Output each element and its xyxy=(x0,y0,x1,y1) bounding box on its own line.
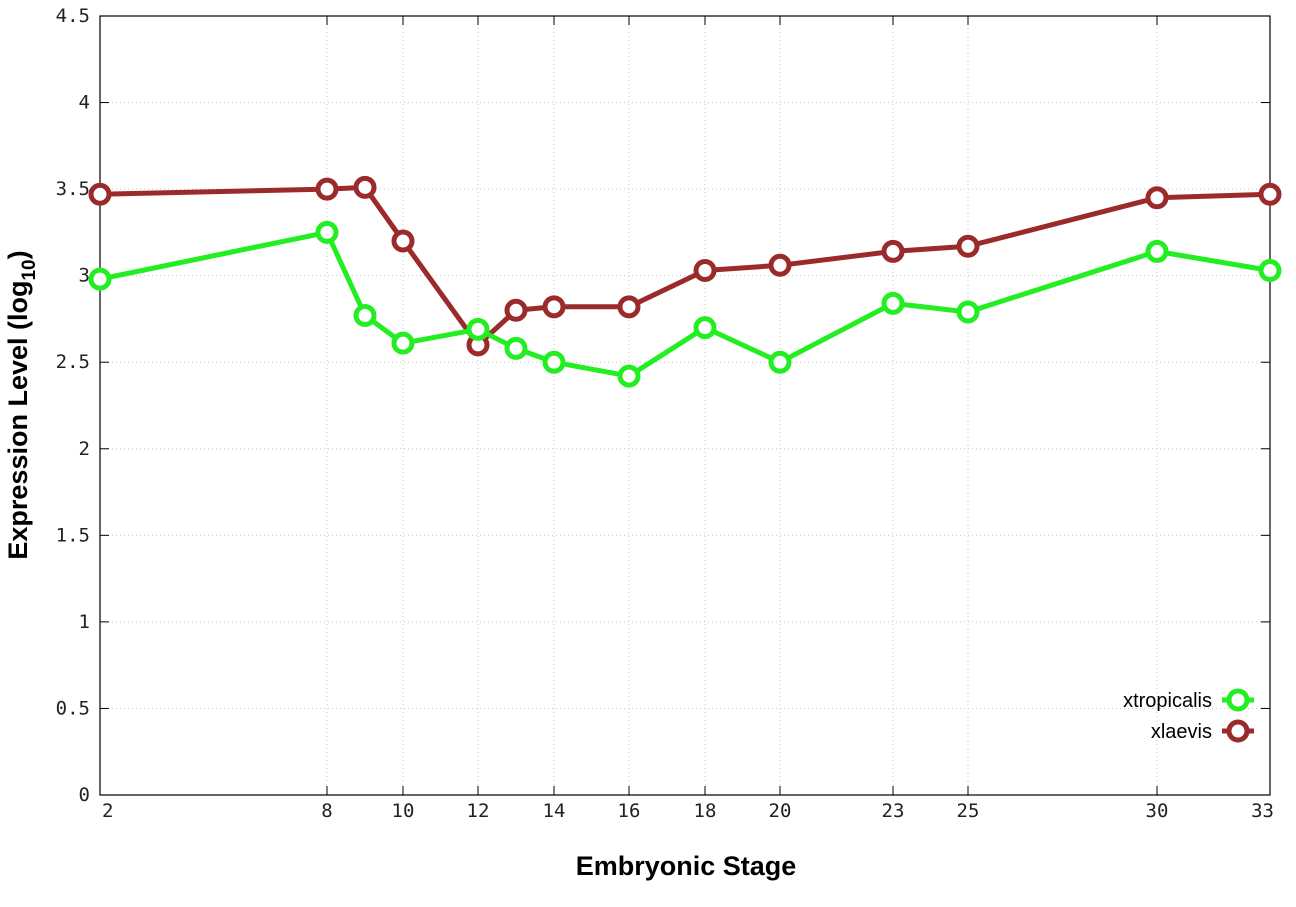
data-point-xtropicalis xyxy=(1145,239,1169,263)
data-point-xtropicalis xyxy=(391,331,415,355)
y-axis-title: Expression Level (log10) xyxy=(3,250,40,559)
data-point-xtropicalis xyxy=(693,316,717,340)
data-point-xtropicalis xyxy=(956,300,980,324)
data-point-xlaevis xyxy=(956,234,980,258)
data-point-xtropicalis xyxy=(88,267,112,291)
legend-marker-xlaevis xyxy=(1226,719,1250,743)
x-tick-label: 16 xyxy=(618,800,641,822)
x-tick-label: 25 xyxy=(957,800,980,822)
series-line-xlaevis xyxy=(99,184,1271,348)
data-point-xtropicalis xyxy=(315,220,339,244)
legend: xtropicalis xlaevis xyxy=(1123,688,1254,743)
y-tick-label: 4 xyxy=(79,92,90,114)
data-point-xtropicalis xyxy=(504,336,528,360)
legend-label-xlaevis: xlaevis xyxy=(1151,721,1212,743)
series-xtropicalis xyxy=(88,220,1282,388)
x-tick-label: 2 xyxy=(102,800,113,822)
x-tick-labels: 2 8 10 12 14 16 18 20 23 25 30 33 xyxy=(102,800,1274,822)
data-point-xlaevis xyxy=(1145,186,1169,210)
data-point-xlaevis xyxy=(353,175,377,199)
y-tick-label: 1.5 xyxy=(56,524,90,546)
series-layer xyxy=(88,175,1282,388)
y-tick-label: 1 xyxy=(79,611,90,633)
data-point-xlaevis xyxy=(768,253,792,277)
data-point-xtropicalis xyxy=(542,350,566,374)
y-tick-label: 3.5 xyxy=(56,178,90,200)
data-point-xtropicalis xyxy=(1258,258,1282,282)
data-point-xtropicalis xyxy=(466,317,490,341)
legend-label-xtropicalis: xtropicalis xyxy=(1123,690,1212,712)
data-point-xlaevis xyxy=(1258,182,1282,206)
grid-lines xyxy=(100,16,1270,795)
data-point-xtropicalis xyxy=(353,303,377,327)
x-tick-label: 14 xyxy=(543,800,566,822)
axis-ticks xyxy=(99,15,1271,796)
x-tick-label: 10 xyxy=(392,800,415,822)
legend-marker-xtropicalis xyxy=(1226,688,1250,712)
plot-frame xyxy=(99,15,1271,796)
series-line-xtropicalis xyxy=(99,229,1271,379)
x-tick-label: 20 xyxy=(769,800,792,822)
data-point-xtropicalis xyxy=(768,350,792,374)
x-tick-label: 33 xyxy=(1251,800,1274,822)
x-tick-label: 30 xyxy=(1146,800,1169,822)
y-tick-label: 3 xyxy=(79,265,90,287)
x-tick-label: 12 xyxy=(467,800,490,822)
x-tick-label: 23 xyxy=(882,800,905,822)
data-point-xlaevis xyxy=(88,182,112,206)
data-point-xlaevis xyxy=(617,295,641,319)
y-tick-labels: 0 0.5 1 1.5 2 2.5 3 3.5 4 4.5 xyxy=(56,5,90,806)
data-point-xlaevis xyxy=(881,239,905,263)
x-tick-label: 18 xyxy=(694,800,717,822)
y-tick-label: 0.5 xyxy=(56,697,90,719)
y-tick-label: 2 xyxy=(79,438,90,460)
y-tick-label: 4.5 xyxy=(56,5,90,27)
data-point-xlaevis xyxy=(693,258,717,282)
data-point-xlaevis xyxy=(542,295,566,319)
data-point-xlaevis xyxy=(315,177,339,201)
series-xlaevis xyxy=(88,175,1282,357)
x-tick-label: 8 xyxy=(321,800,332,822)
data-point-xlaevis xyxy=(504,298,528,322)
data-point-xlaevis xyxy=(391,229,415,253)
data-point-xtropicalis xyxy=(617,364,641,388)
data-point-xtropicalis xyxy=(881,291,905,315)
y-tick-label: 2.5 xyxy=(56,351,90,373)
y-tick-label: 0 xyxy=(79,784,90,806)
x-axis-title: Embryonic Stage xyxy=(576,851,797,881)
